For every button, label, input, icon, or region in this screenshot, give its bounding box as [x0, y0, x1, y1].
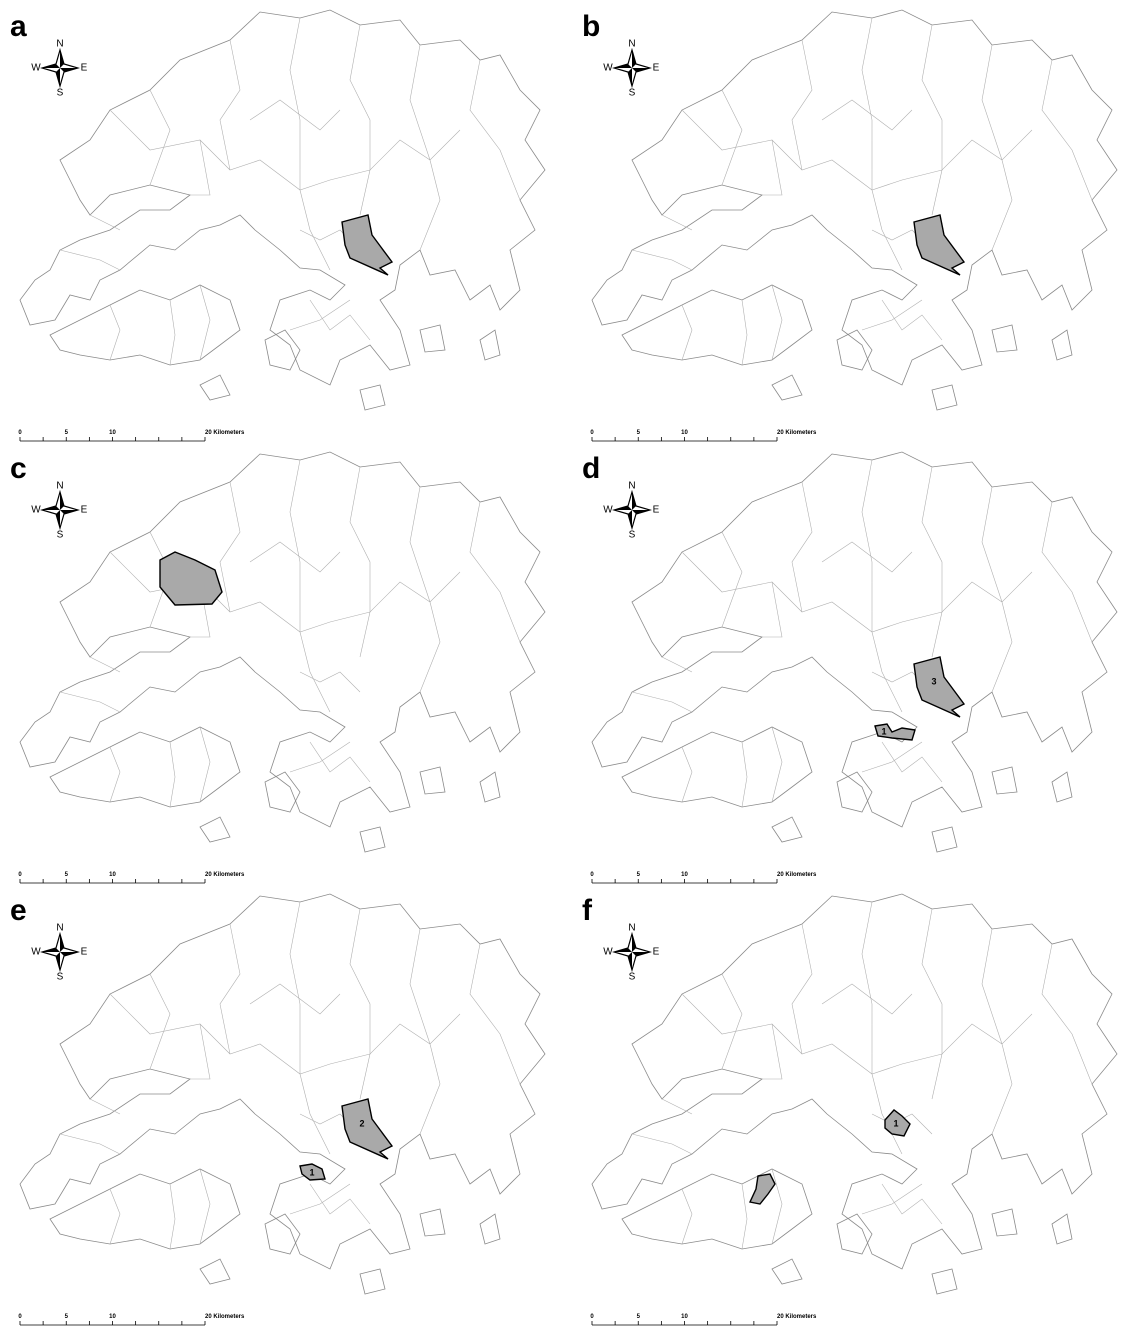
scale-label: 10	[109, 1314, 116, 1320]
cluster-label: 1	[309, 1167, 314, 1177]
scale-label: 10	[109, 430, 116, 436]
base-map	[20, 894, 545, 1294]
cluster-label: 3	[931, 676, 936, 686]
compass-rose	[614, 492, 650, 528]
compass-s: S	[57, 88, 64, 99]
cluster-label: 1	[881, 726, 886, 736]
base-map	[592, 452, 1117, 852]
panel-letter: d	[582, 452, 600, 485]
compass-n: N	[628, 39, 635, 50]
compass-e: E	[81, 947, 88, 958]
compass-rose	[42, 492, 78, 528]
scale-label: 5	[637, 1314, 641, 1320]
highlighted-area	[342, 215, 392, 275]
base-map	[592, 10, 1117, 410]
scale-label: 5	[637, 872, 641, 878]
compass-w: W	[31, 947, 41, 958]
compass-w: W	[603, 63, 613, 74]
compass-w: W	[603, 505, 613, 516]
scale-label: 10	[681, 1314, 688, 1320]
compass-rose	[42, 934, 78, 970]
map-panel: 3 1 d N S W E 0 5 10 20 Kilometers	[582, 452, 1117, 883]
scale-label: 10	[681, 872, 688, 878]
scale-label: 5	[65, 430, 69, 436]
scale-label: 20 Kilometers	[777, 430, 817, 436]
compass-s: S	[57, 530, 64, 541]
map-panel: 2 1 e N S W E 0 5 10 20 Kilometers	[10, 894, 545, 1325]
panel-letter: c	[10, 452, 27, 485]
compass-s: S	[629, 88, 636, 99]
highlighted-area	[914, 215, 964, 275]
compass-rose	[42, 50, 78, 86]
compass-e: E	[653, 63, 660, 74]
compass-n: N	[56, 923, 63, 934]
map-panel: a N S W E 0 5 10 20 Kilometers	[10, 10, 545, 441]
compass-s: S	[629, 530, 636, 541]
scale-label: 20 Kilometers	[777, 1314, 817, 1320]
compass-n: N	[628, 481, 635, 492]
compass-n: N	[56, 481, 63, 492]
scale-label: 20 Kilometers	[777, 872, 817, 878]
base-map	[592, 894, 1117, 1294]
compass-e: E	[81, 63, 88, 74]
scale-label: 5	[637, 430, 641, 436]
compass-rose	[614, 934, 650, 970]
scale-label: 5	[65, 1314, 69, 1320]
compass-n: N	[628, 923, 635, 934]
compass-e: E	[653, 505, 660, 516]
compass-n: N	[56, 39, 63, 50]
map-panel: 1 f N S W E 0 5 10 20 Kilometers	[582, 894, 1117, 1325]
map-panel: b N S W E 0 5 10 20 Kilometers	[582, 10, 1117, 441]
scale-label: 0	[18, 872, 22, 878]
compass-w: W	[31, 505, 41, 516]
base-map	[20, 452, 545, 852]
panel-letter: b	[582, 10, 600, 43]
panel-letter: a	[10, 10, 27, 43]
figure: aNSWE051020 KilometersbNSWE051020 Kilome…	[0, 0, 1144, 1328]
scale-label: 10	[681, 430, 688, 436]
scale-label: 0	[590, 1314, 594, 1320]
highlighted-area	[160, 552, 222, 605]
compass-s: S	[57, 972, 64, 983]
scale-label: 0	[590, 430, 594, 436]
panel-letter: e	[10, 894, 27, 927]
scale-label: 0	[18, 430, 22, 436]
scale-label: 10	[109, 872, 116, 878]
scale-label: 20 Kilometers	[205, 430, 245, 436]
base-map	[20, 10, 545, 410]
compass-s: S	[629, 972, 636, 983]
compass-w: W	[603, 947, 613, 958]
panel-letter: f	[582, 894, 593, 927]
compass-e: E	[653, 947, 660, 958]
highlighted-area	[914, 657, 964, 717]
scale-label: 5	[65, 872, 69, 878]
cluster-label: 1	[893, 1118, 898, 1128]
scale-label: 0	[18, 1314, 22, 1320]
scale-label: 20 Kilometers	[205, 1314, 245, 1320]
compass-rose	[614, 50, 650, 86]
compass-w: W	[31, 63, 41, 74]
highlighted-area	[342, 1099, 392, 1159]
cluster-label: 2	[359, 1118, 364, 1128]
map-panel: c N S W E 0 5 10 20 Kilometers	[10, 452, 545, 883]
compass-e: E	[81, 505, 88, 516]
scale-label: 20 Kilometers	[205, 872, 245, 878]
scale-label: 0	[590, 872, 594, 878]
